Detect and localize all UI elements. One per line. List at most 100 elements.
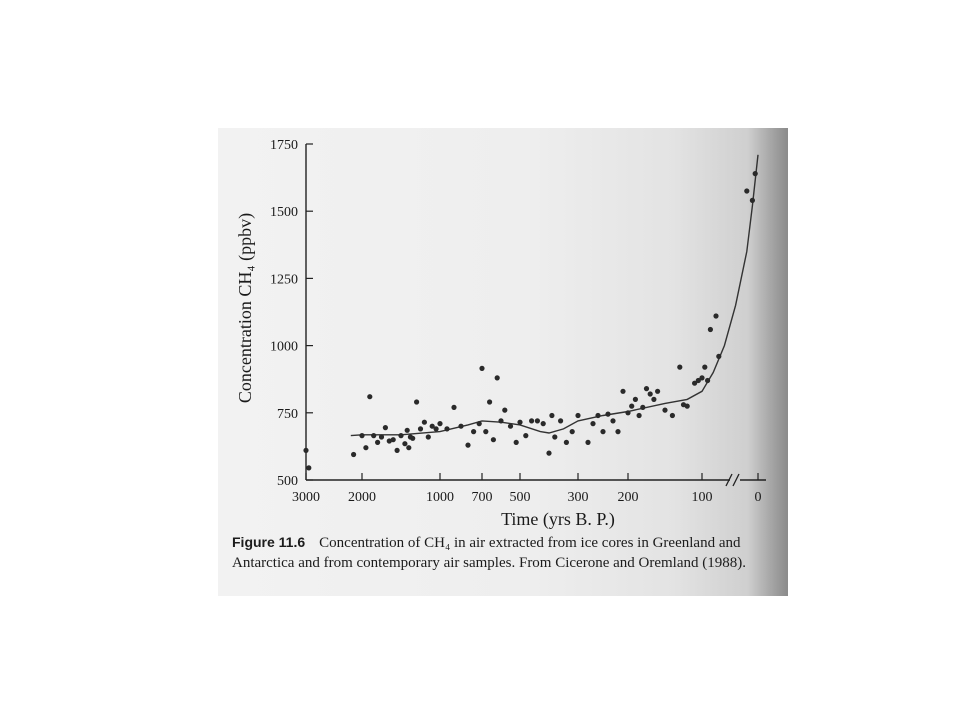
data-point — [552, 434, 558, 440]
data-point — [585, 439, 591, 445]
data-point — [677, 364, 683, 370]
x-tick-label: 1000 — [426, 490, 454, 505]
data-point — [402, 441, 408, 447]
data-point — [451, 404, 457, 410]
data-point — [702, 364, 708, 370]
data-points-layer — [303, 171, 758, 471]
x-tick-label: 3000 — [292, 490, 320, 505]
data-point — [662, 407, 668, 413]
x-tick-label: 500 — [510, 490, 531, 505]
data-point — [744, 188, 750, 194]
data-point — [523, 433, 529, 439]
data-point — [632, 396, 638, 402]
figure-label: Figure 11.6 — [232, 534, 306, 550]
data-point — [465, 442, 471, 448]
data-point — [513, 439, 519, 445]
data-point — [600, 429, 606, 435]
data-point — [398, 433, 404, 439]
data-point — [378, 434, 385, 440]
data-point — [421, 419, 427, 425]
data-point — [382, 425, 388, 431]
data-point — [394, 447, 400, 453]
data-point — [575, 412, 581, 419]
data-point — [534, 418, 540, 424]
data-point — [643, 386, 650, 392]
data-point — [414, 399, 420, 405]
data-point — [483, 429, 489, 435]
x-tick-label: 0 — [755, 490, 762, 505]
x-tick-label: 300 — [568, 490, 589, 505]
data-point — [692, 380, 698, 386]
data-point — [306, 465, 312, 471]
axis-break-marker — [725, 473, 740, 487]
data-point — [707, 326, 713, 333]
data-point — [629, 403, 635, 409]
x-ticks: 3000200010007005003002001000 — [292, 473, 762, 505]
data-point — [749, 197, 756, 203]
data-point — [351, 451, 357, 458]
data-point — [502, 407, 508, 413]
data-point — [546, 450, 552, 456]
x-tick-label: 2000 — [348, 490, 376, 505]
data-point — [487, 399, 493, 405]
data-point — [507, 423, 514, 429]
data-point — [529, 418, 535, 424]
trend-line-layer — [350, 154, 759, 437]
y-ticks: 500 750 1000 1250 1500 1750 — [270, 138, 313, 489]
data-point — [303, 447, 309, 453]
data-point — [471, 429, 477, 435]
data-point — [563, 439, 569, 445]
data-point — [549, 412, 555, 419]
data-point — [615, 429, 621, 435]
data-point — [417, 426, 424, 432]
x-tick-label: 100 — [692, 490, 713, 505]
trend-line — [350, 154, 759, 437]
data-point — [404, 427, 410, 433]
data-point — [620, 388, 626, 394]
data-point — [625, 410, 631, 416]
x-tick-label: 700 — [472, 490, 493, 505]
figure-caption: Figure 11.6 Concentration of CH₄ in air e… — [232, 532, 782, 573]
y-axis-title: Concentration CH₄ (ppbv) — [235, 213, 256, 403]
data-point — [651, 396, 657, 402]
data-point — [716, 353, 722, 359]
data-point — [655, 388, 661, 394]
data-point — [494, 375, 500, 381]
data-point — [433, 426, 439, 432]
data-point — [390, 437, 396, 443]
y-tick-label: 1500 — [270, 205, 298, 220]
y-tick-label: 1750 — [270, 138, 298, 153]
y-tick-label: 500 — [277, 474, 298, 489]
y-axis: 500 750 1000 1250 1500 1750 — [270, 138, 313, 489]
data-point — [636, 412, 642, 419]
x-axis-title: Time (yrs B. P.) — [501, 509, 615, 530]
data-point — [595, 412, 601, 419]
data-point — [752, 171, 758, 177]
data-point — [640, 404, 646, 410]
data-point — [605, 411, 611, 417]
data-point — [437, 421, 443, 427]
page-edge-shadow — [748, 128, 788, 596]
data-point — [699, 375, 705, 381]
data-point — [359, 433, 365, 439]
data-point — [610, 418, 616, 424]
data-point — [444, 426, 450, 432]
data-point — [490, 437, 496, 443]
data-point — [371, 433, 377, 439]
data-point — [425, 434, 431, 440]
data-point — [410, 435, 416, 441]
data-point — [363, 445, 369, 451]
data-point — [540, 421, 546, 427]
scanned-page: 500 750 1000 1250 1500 1750 3000 2000 1000 700 50… — [218, 128, 788, 596]
y-tick-label: 1000 — [270, 340, 298, 355]
y-tick-label: 750 — [277, 407, 298, 422]
data-point — [647, 391, 653, 397]
data-point — [705, 377, 711, 384]
data-point — [406, 445, 412, 451]
data-point — [713, 313, 719, 319]
data-point — [479, 365, 485, 371]
data-point — [429, 423, 435, 429]
x-axis: 3000200010007005003002001000 — [292, 473, 766, 505]
data-point — [517, 419, 523, 425]
